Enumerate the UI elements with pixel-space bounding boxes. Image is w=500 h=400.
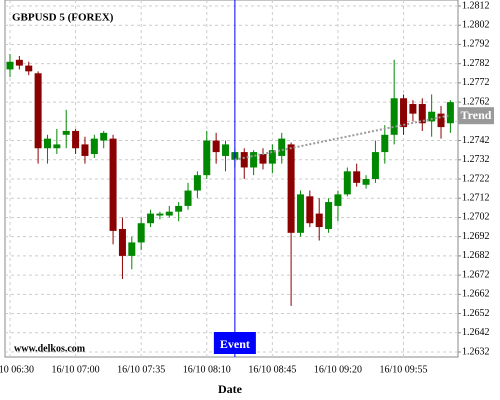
candle-body (428, 111, 436, 122)
candle-body (109, 138, 117, 231)
candle-body (268, 150, 276, 164)
candle-body (240, 152, 248, 168)
candle-body (390, 98, 398, 135)
x-tick-label: 16/10 07:00 (52, 364, 100, 375)
candle-body (53, 144, 61, 149)
x-tick-label: 16/10 08:10 (183, 364, 231, 375)
candle-body (222, 144, 230, 156)
y-tick-label: 1.2812 (462, 0, 490, 11)
candle-body (315, 213, 323, 228)
x-tick-label: 16/10 07:35 (117, 364, 165, 375)
candle-body (6, 61, 14, 70)
chart-title: GBPUSD 5 (FOREX) (12, 12, 114, 24)
candle-body (381, 134, 389, 153)
candle-body (325, 202, 333, 229)
candle-body (400, 98, 408, 128)
candle-body (184, 190, 192, 206)
y-tick-label: 1.2712 (462, 193, 490, 204)
y-tick-label: 1.2732 (462, 154, 490, 165)
candle-body (25, 65, 33, 72)
y-tick-label: 1.2782 (462, 58, 490, 69)
candle-body (362, 179, 370, 185)
y-tick-label: 1.2792 (462, 39, 490, 50)
x-tick-label: 16/10 09:55 (380, 364, 428, 375)
trend-line (234, 114, 451, 161)
candle-body (147, 213, 155, 224)
trend-box (458, 107, 494, 125)
candle-body (343, 171, 351, 195)
candle-body (287, 144, 295, 233)
watermark: www.delkos.com (14, 343, 86, 354)
candle-body (193, 175, 201, 191)
candle-body (418, 104, 426, 124)
marks (6, 54, 454, 306)
candle-body (437, 113, 445, 128)
y-tick-label: 1.2802 (462, 20, 490, 31)
candle-body (62, 130, 70, 135)
y-tick-label: 1.2652 (462, 308, 490, 319)
candle-body (296, 194, 304, 233)
event-label: Event (220, 337, 250, 351)
y-tick-label: 1.2702 (462, 212, 490, 223)
y-tick-label: 1.2672 (462, 269, 490, 280)
trend-label: Trend (461, 108, 492, 122)
x-axis-label: Date (218, 382, 243, 396)
candle-body (250, 152, 258, 168)
y-tick-label: 1.2662 (462, 289, 490, 300)
candle-body (90, 138, 98, 155)
y-tick-label: 1.2722 (462, 173, 490, 184)
plot-frame (4, 0, 459, 358)
candle-body (203, 140, 211, 176)
x-tick-label: 16/10 08:45 (248, 364, 296, 375)
candle-body (446, 102, 454, 124)
candle-body (128, 242, 136, 256)
candle-body (118, 228, 126, 256)
x-tick-label: 16/10 09:20 (314, 364, 362, 375)
candle-body (334, 194, 342, 206)
candle-body (43, 138, 51, 149)
candle-body (353, 171, 361, 183)
candle-body (371, 152, 379, 179)
candle-body (15, 59, 23, 66)
candle-body (259, 154, 267, 164)
candle-body (137, 223, 145, 243)
candle-body (72, 130, 80, 149)
candle-body (81, 144, 89, 156)
candle-body (175, 205, 183, 212)
candle-body (34, 73, 42, 149)
candle-body (212, 140, 220, 153)
candle-body (165, 211, 173, 216)
y-tick-label: 1.2632 (462, 346, 490, 357)
event-box (213, 332, 256, 354)
y-tick-label: 1.2762 (462, 96, 490, 107)
y-tick-label: 1.2742 (462, 135, 490, 146)
candle-body (156, 213, 164, 216)
candle-body (306, 196, 314, 224)
y-tick-label: 1.2682 (462, 250, 490, 261)
candle-body (409, 104, 417, 114)
candle-body (100, 132, 108, 141)
y-tick-label: 1.2772 (462, 77, 490, 88)
y-tick-label: 1.2642 (462, 327, 490, 338)
x-tick-label: 16/10 06:30 (0, 364, 34, 375)
candle-body (278, 138, 286, 156)
y-tick-label: 1.2692 (462, 231, 490, 242)
